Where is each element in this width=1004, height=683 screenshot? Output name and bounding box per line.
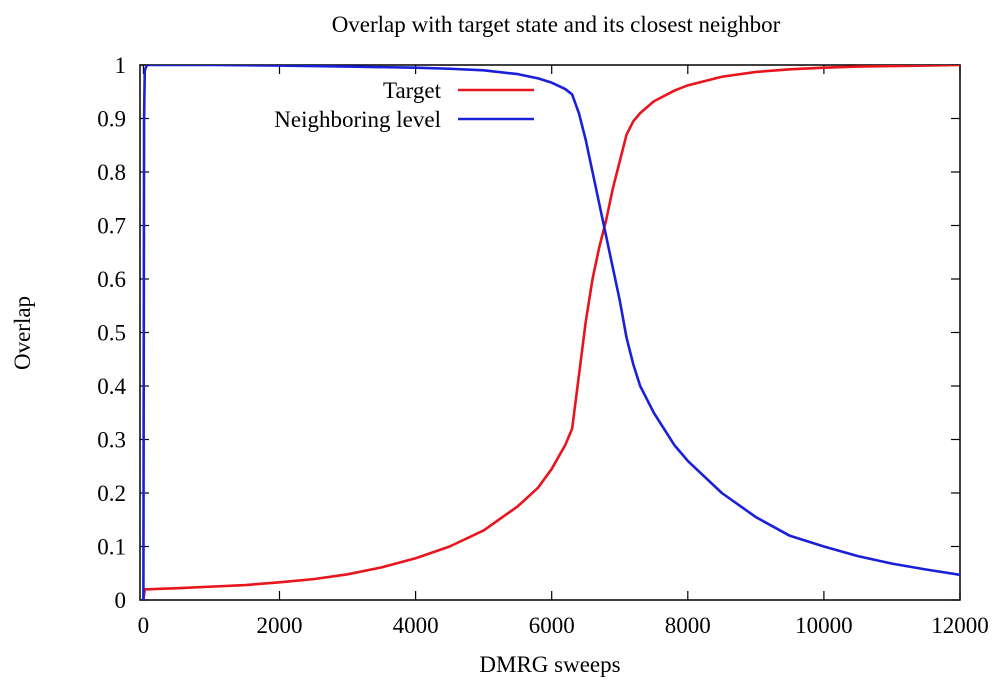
- legend-label-target: Target: [383, 78, 442, 103]
- chart-title: Overlap with target state and its closes…: [332, 12, 781, 37]
- x-axis-label: DMRG sweeps: [479, 652, 620, 677]
- series-lines: [142, 65, 960, 600]
- y-tick-label: 0.2: [97, 481, 126, 506]
- x-tick-label: 10000: [795, 613, 853, 638]
- plot-frame: [139, 64, 961, 601]
- y-tick-label: 0.7: [97, 214, 126, 239]
- y-tick-label: 0: [115, 588, 127, 613]
- y-tick-label: 0.6: [97, 267, 126, 292]
- x-tick-label: 0: [138, 613, 150, 638]
- y-tick-label: 0.5: [97, 321, 126, 346]
- legend-label-neighboring-level: Neighboring level: [274, 107, 441, 132]
- x-tick-label: 6000: [529, 613, 575, 638]
- x-tick-label: 12000: [931, 613, 989, 638]
- axis-tick-labels: 0 2000 4000 6000 8000 10000 12000 0 0.1 0.2 0.3 0.4…: [97, 53, 989, 638]
- y-tick-label: 0.3: [97, 428, 126, 453]
- y-tick-label: 0.4: [97, 374, 126, 399]
- legend: Target Neighboring level: [274, 78, 534, 132]
- y-tick-label: 0.9: [97, 107, 126, 132]
- x-tick-label: 4000: [393, 613, 439, 638]
- y-tick-label: 0.8: [97, 160, 126, 185]
- series-line-neighboring-level: [142, 65, 960, 600]
- y-tick-label: 0.1: [97, 535, 126, 560]
- y-tick-label: 1: [115, 53, 127, 78]
- y-axis-label: Overlap: [10, 296, 35, 370]
- x-tick-label: 8000: [665, 613, 711, 638]
- series-line-target: [142, 65, 960, 600]
- axis-ticks: [140, 64, 961, 601]
- x-tick-label: 2000: [257, 613, 303, 638]
